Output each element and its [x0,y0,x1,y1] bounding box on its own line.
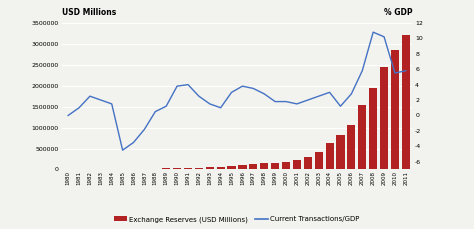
Bar [271,163,279,169]
Bar [228,166,236,169]
Bar [337,135,345,169]
Bar [206,167,214,169]
Bar [162,168,170,169]
Bar [260,163,268,169]
Bar [238,165,246,169]
Bar [184,168,192,169]
Bar [315,152,323,169]
Bar [402,35,410,169]
Bar [195,168,203,169]
Bar [326,144,334,169]
Bar [217,167,225,169]
Bar [391,50,399,169]
Bar [347,125,356,169]
Bar [249,164,257,169]
Bar [173,168,181,169]
Bar [369,88,377,169]
Bar [293,161,301,169]
Legend: Exchange Reserves (USD Millions), Current Transactions/GDP: Exchange Reserves (USD Millions), Curren… [111,213,363,226]
Bar [304,157,312,169]
Text: % GDP: % GDP [384,8,412,17]
Bar [358,105,366,169]
Bar [380,67,388,169]
Text: USD Millions: USD Millions [62,8,116,17]
Bar [282,162,290,169]
